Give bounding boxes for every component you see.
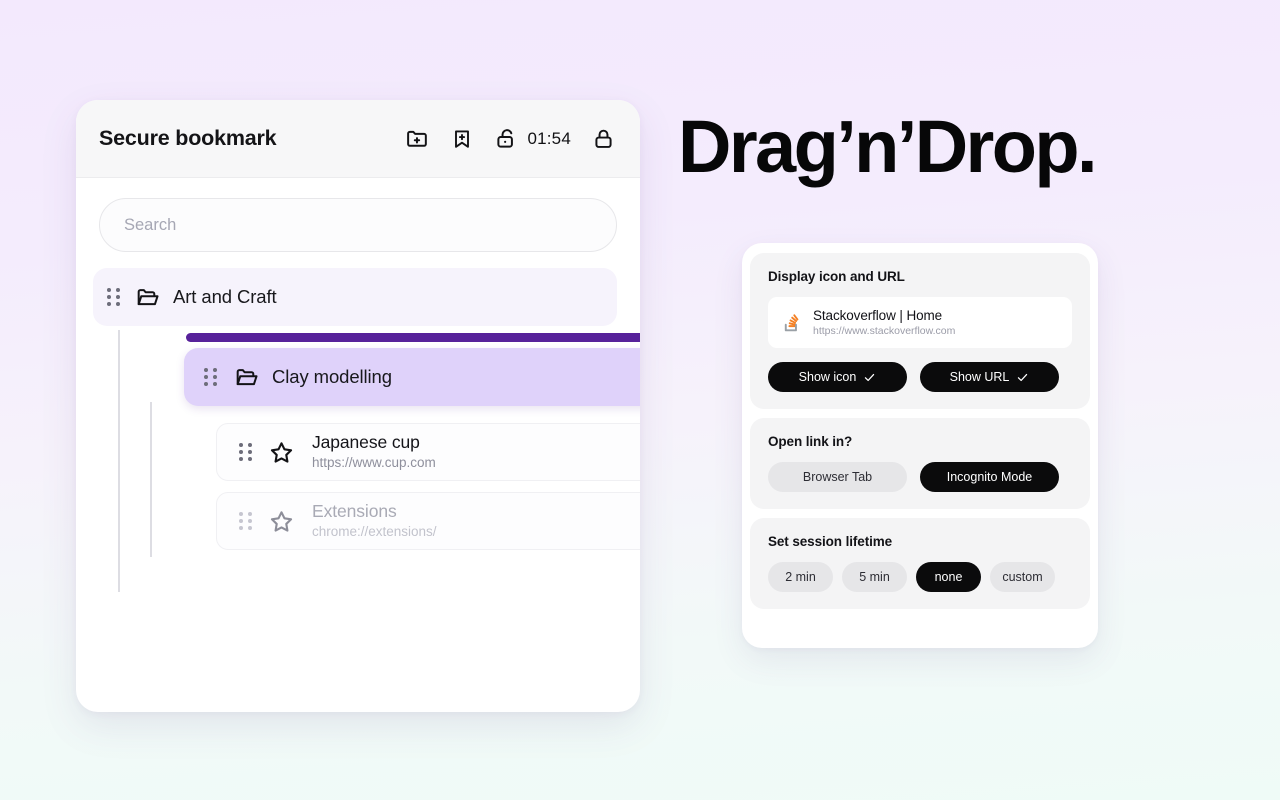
session-option-custom[interactable]: custom	[990, 562, 1055, 592]
folder-open-icon	[234, 364, 260, 390]
bookmark-title: Extensions	[312, 501, 397, 522]
check-icon	[1016, 371, 1029, 384]
drag-handle-icon[interactable]	[239, 512, 253, 530]
folder-label: Clay modelling	[272, 366, 392, 387]
bookmark-url: chrome://extensions/	[312, 524, 437, 539]
bookmark-title: Japanese cup	[312, 432, 420, 453]
drag-handle-icon[interactable]	[107, 288, 121, 306]
lock-icon[interactable]	[591, 126, 616, 151]
open-in-incognito-option[interactable]: Incognito Mode	[920, 462, 1059, 492]
session-option-2-min[interactable]: 2 min	[768, 562, 833, 592]
bookmark-row-japanese-cup[interactable]: Japanese cup https://www.cup.com	[216, 423, 640, 481]
show-icon-toggle[interactable]: Show icon	[768, 362, 907, 392]
new-folder-icon[interactable]	[405, 126, 430, 151]
folder-row-clay-modelling-dragging[interactable]: Clay modelling	[184, 348, 640, 406]
show-url-toggle[interactable]: Show URL	[920, 362, 1059, 392]
header-toolbar: 01:54	[405, 126, 616, 151]
bookmark-row-extensions[interactable]: Extensions chrome://extensions/	[216, 492, 640, 550]
session-timer-value: 01:54	[527, 128, 571, 148]
folder-label: Art and Craft	[173, 286, 277, 307]
open-link-options-row: Browser Tab Incognito Mode	[768, 462, 1072, 492]
session-option-5-min[interactable]: 5 min	[842, 562, 907, 592]
tree-guide-line-inner	[150, 402, 152, 557]
page-title: Secure bookmark	[99, 126, 277, 150]
display-options-row: Show icon Show URL	[768, 362, 1072, 392]
star-icon	[267, 507, 296, 536]
drag-handle-icon[interactable]	[239, 443, 253, 461]
folder-row-art-and-craft[interactable]: Art and Craft	[93, 268, 617, 326]
bookmark-tree: Art and Craft Clay modelling	[76, 252, 640, 592]
secure-bookmark-popup: Secure bookmark	[76, 100, 640, 712]
drag-handle-icon[interactable]	[204, 368, 218, 386]
headline: Drag’n’Drop.	[678, 105, 1098, 188]
settings-group-session-lifetime: Set session lifetime 2 min 5 min none cu…	[750, 518, 1090, 609]
popup-header: Secure bookmark	[76, 100, 640, 178]
search-area	[76, 178, 640, 252]
unlock-icon[interactable]	[494, 126, 519, 151]
bookmark-text: Extensions chrome://extensions/	[312, 501, 437, 541]
settings-group-display-icon-url: Display icon and URL Stackoverflow | Hom…	[750, 253, 1090, 409]
preview-title: Stackoverflow | Home	[813, 308, 943, 323]
drop-indicator	[186, 333, 640, 342]
preview-url: https://www.stackoverflow.com	[813, 325, 956, 337]
settings-group-title: Display icon and URL	[768, 269, 905, 284]
preview-text: Stackoverflow | Home https://www.stackov…	[813, 308, 955, 337]
session-lifetime-options-row: 2 min 5 min none custom	[768, 562, 1072, 592]
settings-group-title: Open link in?	[768, 434, 853, 449]
show-url-label: Show URL	[949, 370, 1010, 384]
search-input[interactable]	[99, 198, 617, 252]
bookmark-preview-card: Stackoverflow | Home https://www.stackov…	[768, 297, 1072, 348]
new-bookmark-icon[interactable]	[450, 127, 474, 151]
session-timer-group[interactable]: 01:54	[494, 126, 571, 151]
settings-group-title: Set session lifetime	[768, 534, 893, 549]
bookmark-text: Japanese cup https://www.cup.com	[312, 432, 436, 472]
bookmark-url: https://www.cup.com	[312, 455, 436, 470]
settings-group-open-link-in: Open link in? Browser Tab Incognito Mode	[750, 418, 1090, 509]
star-icon	[267, 438, 296, 467]
folder-open-icon	[135, 284, 161, 310]
session-option-none[interactable]: none	[916, 562, 981, 592]
settings-panel: Display icon and URL Stackoverflow | Hom…	[742, 243, 1098, 648]
open-in-browser-tab-option[interactable]: Browser Tab	[768, 462, 907, 492]
stackoverflow-icon	[780, 312, 802, 334]
tree-guide-line-outer	[118, 330, 120, 592]
show-icon-label: Show icon	[798, 370, 857, 384]
check-icon	[863, 371, 876, 384]
